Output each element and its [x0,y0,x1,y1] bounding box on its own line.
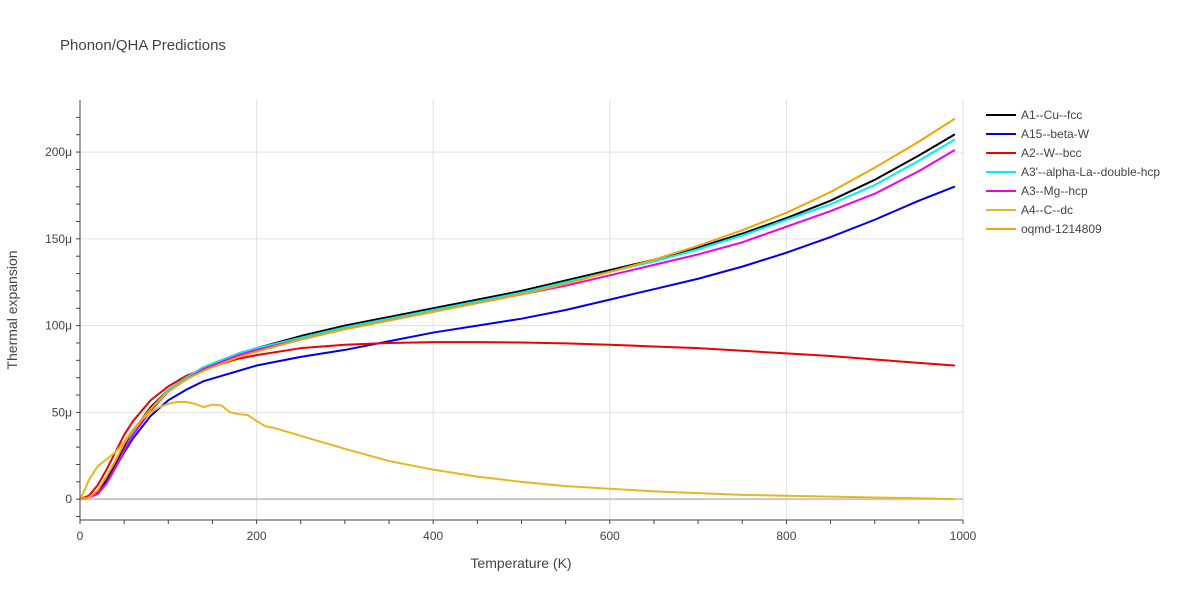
x-tick-label: 1000 [950,529,977,543]
legend-label: A3--Mg--hcp [1021,184,1088,198]
series-line-A1--Cu--fcc [79,133,956,501]
series-line-A2--W--bcc [79,341,956,501]
x-tick-label: 400 [423,529,443,543]
legend-label: A3'--alpha-La--double-hcp [1021,165,1160,179]
y-tick-label: 50μ [52,405,72,419]
y-tick-label: 0 [65,492,72,506]
axes: 0 200 400 600 800 1000 0 50μ 100μ 150μ 200μ [45,100,977,543]
legend-label: A4--C--dc [1021,203,1073,217]
y-tick-label: 100μ [45,319,72,333]
y-tick-label: 150μ [45,232,72,246]
y-axis-title: Thermal expansion [4,250,20,369]
x-tick-label: 600 [600,529,620,543]
plot-area [79,118,956,501]
legend-label: A1--Cu--fcc [1021,108,1082,122]
x-tick-label: 800 [776,529,796,543]
legend-label: A15--beta-W [1021,127,1090,141]
x-tick-label: 0 [77,529,84,543]
x-tick-label: 200 [247,529,267,543]
y-tick-label: 200μ [45,145,72,159]
legend: A1--Cu--fcc A15--beta-W A2--W--bcc A3'--alp… [986,108,1160,236]
x-axis-title: Temperature (K) [470,555,571,571]
series-line-oqmd-1214809 [79,118,956,501]
grid [80,100,964,520]
chart-title: Phonon/QHA Predictions [60,37,226,54]
legend-label: oqmd-1214809 [1021,222,1102,236]
legend-label: A2--W--bcc [1021,146,1081,160]
